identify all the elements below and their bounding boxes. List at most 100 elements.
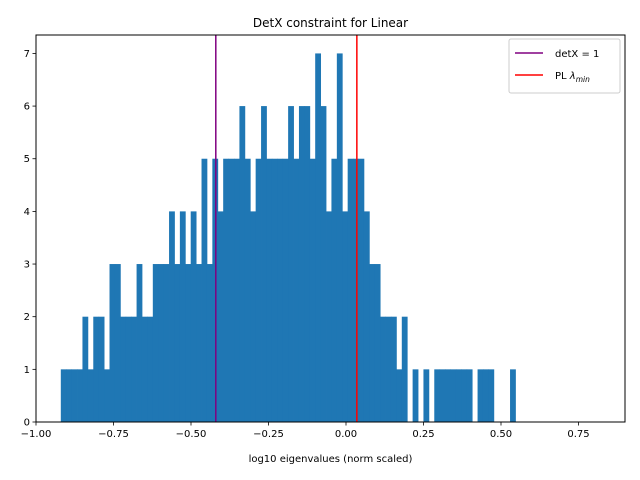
histogram-bar [488,369,495,422]
histogram-bar [255,158,262,423]
y-tick-label: 4 [24,207,30,218]
y-tick-label: 1 [24,365,30,376]
x-axis-ticks: −1.00 −0.75 −0.50 −0.25 0.00 0.25 0.50 0.75 [21,422,590,440]
x-axis-label: log10 eigenvalues (norm scaled) [249,454,413,465]
histogram-bar [136,264,143,422]
histogram-bar [228,158,235,423]
histogram-bar [282,158,289,423]
histogram-bar [125,316,132,422]
histogram-bar [71,369,78,422]
x-tick-label: 0.50 [490,429,512,440]
histogram-bar [66,369,73,422]
histogram-bar [450,369,457,422]
histogram-bar [190,211,197,422]
histogram-bar [309,158,316,423]
histogram-bar [206,264,213,422]
y-tick-label: 5 [24,154,30,165]
histogram-bar [174,264,181,422]
histogram-bar [477,369,484,422]
histogram-bar [396,369,403,422]
histogram-bar [331,158,338,423]
chart-title: DetX constraint for Linear [253,16,408,30]
histogram-bar [244,158,251,423]
histogram-bar [169,211,175,422]
histogram-bar [342,211,349,422]
histogram-bar [60,369,67,422]
x-tick-label: 0.00 [335,429,357,440]
histogram-bar [353,158,359,423]
histogram-bar [277,158,284,423]
histogram-bar [380,316,386,422]
histogram-bar [98,316,105,422]
histogram-bar [482,369,489,422]
histogram-bar [439,369,446,422]
x-tick-label: 0.75 [567,429,589,440]
histogram-bar [288,106,294,422]
histogram-bar [163,264,170,422]
histogram-bar [250,211,257,422]
y-tick-label: 2 [24,312,30,323]
x-tick-label: −1.00 [21,429,52,440]
histogram-bar [120,316,127,422]
legend-box [508,38,621,94]
histogram-bar [196,264,202,422]
histogram-bar [152,264,159,422]
histogram-bar [385,316,392,422]
histogram-bar [261,106,267,422]
histogram-bar [298,106,305,422]
y-tick-label: 6 [24,102,30,113]
histogram-bar [445,369,451,422]
histogram-bar [320,106,327,422]
x-tick-label: −0.75 [98,429,129,440]
histogram-bar [347,158,354,423]
histogram-bar [363,211,370,422]
histogram-bar [131,316,137,422]
histogram-bar [87,369,94,422]
histogram-bar [104,369,110,422]
histogram-bar [461,369,468,422]
histogram-bar [293,158,300,423]
histogram-bar [336,53,343,423]
histogram-bar [434,369,441,422]
histogram-bar [390,316,397,422]
histogram-bar [455,369,462,422]
x-tick-label: −0.25 [253,429,284,440]
histogram-bar [266,158,273,423]
y-axis-ticks: 0 1 2 3 4 5 6 7 [24,49,36,429]
histogram-bar [77,369,83,422]
histogram-bar [466,369,473,422]
histogram-bar [315,53,322,423]
histogram-bar [223,158,229,423]
legend-label: detX = 1 [555,49,599,60]
y-tick-label: 7 [24,49,30,60]
histogram-bar [158,264,165,422]
histogram-bar [239,106,246,422]
legend-label: PL λmin [555,71,590,84]
plot-frame [35,34,626,423]
histogram-bar [114,264,121,422]
histogram-bar [369,264,376,422]
histogram-bar [271,158,278,423]
y-tick-label: 0 [24,418,30,429]
vertical-lines [215,35,358,422]
histogram-bar [141,316,148,422]
histogram-bar [510,369,516,422]
y-tick-label: 3 [24,260,30,271]
histogram-bar [234,158,240,423]
histogram-bar [147,316,154,422]
histogram-bar [179,211,186,422]
histogram-bar [93,316,100,422]
histogram-bar [109,264,116,422]
histogram-bar [185,264,192,422]
histogram-bar [82,316,89,422]
x-tick-label: −0.50 [176,429,207,440]
legend: detX = 1 PL λmin [508,38,621,94]
histogram-bar [217,211,224,422]
histogram-bar [374,264,381,422]
histogram-bar [423,369,430,422]
histogram-bar [326,211,332,422]
histogram-bar [412,369,419,422]
histogram-bar [358,158,365,423]
x-tick-label: 0.25 [412,429,434,440]
